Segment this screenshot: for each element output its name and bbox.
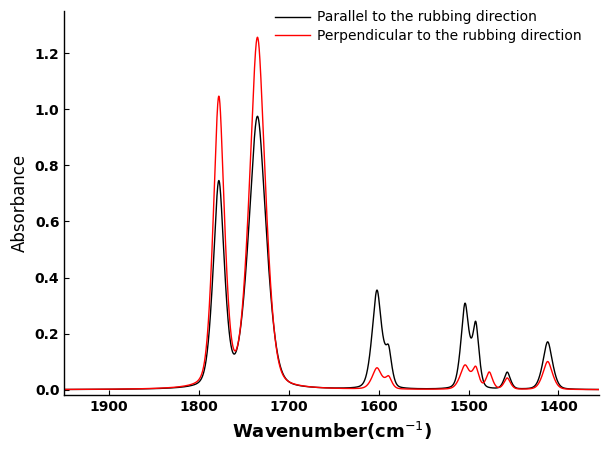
Y-axis label: Absorbance: Absorbance xyxy=(11,154,29,252)
Perpendicular to the rubbing direction xyxy=(267,278,274,283)
Perpendicular to the rubbing direction xyxy=(600,387,607,392)
Line: Perpendicular to the rubbing direction: Perpendicular to the rubbing direction xyxy=(64,37,603,390)
Line: Parallel to the rubbing direction: Parallel to the rubbing direction xyxy=(64,116,603,390)
Perpendicular to the rubbing direction xyxy=(463,363,470,369)
Parallel to the rubbing direction xyxy=(600,387,607,392)
Perpendicular to the rubbing direction xyxy=(504,376,511,381)
Perpendicular to the rubbing direction xyxy=(159,386,166,391)
Perpendicular to the rubbing direction xyxy=(384,373,392,378)
Parallel to the rubbing direction xyxy=(254,114,261,119)
Parallel to the rubbing direction xyxy=(159,386,166,391)
Legend: Parallel to the rubbing direction, Perpendicular to the rubbing direction: Parallel to the rubbing direction, Perpe… xyxy=(275,10,581,43)
X-axis label: Wavenumber(cm$^{-1}$): Wavenumber(cm$^{-1}$) xyxy=(232,420,431,442)
Parallel to the rubbing direction xyxy=(411,386,418,391)
Perpendicular to the rubbing direction xyxy=(254,34,261,40)
Perpendicular to the rubbing direction xyxy=(411,386,418,392)
Parallel to the rubbing direction xyxy=(267,287,274,292)
Parallel to the rubbing direction xyxy=(504,370,511,375)
Perpendicular to the rubbing direction xyxy=(60,387,68,392)
Parallel to the rubbing direction xyxy=(384,341,392,347)
Parallel to the rubbing direction xyxy=(463,308,470,313)
Parallel to the rubbing direction xyxy=(60,387,68,392)
